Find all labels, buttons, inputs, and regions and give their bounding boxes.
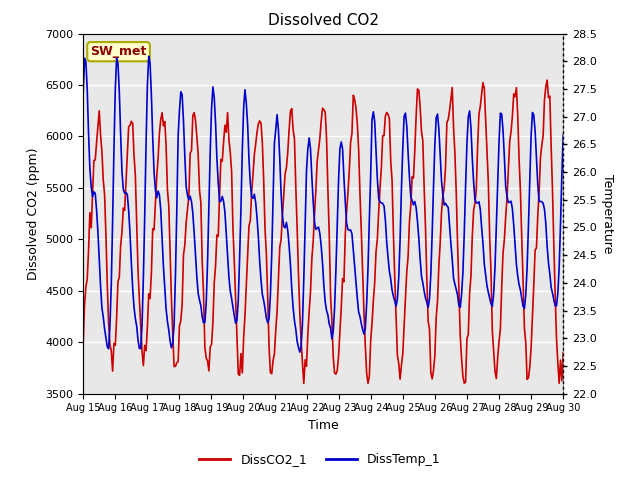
DissCO2_1: [300, 381, 308, 386]
DissTemp_1: [145, 53, 152, 59]
DissTemp_1: [138, 322, 146, 328]
X-axis label: Time: Time: [308, 419, 339, 432]
DissTemp_1: [296, 349, 303, 355]
DissTemp_1: [224, 254, 232, 260]
DissCO2_1: [138, 348, 146, 354]
DissTemp_1: [559, 132, 567, 138]
Y-axis label: Dissolved CO2 (ppm): Dissolved CO2 (ppm): [27, 147, 40, 280]
DissCO2_1: [534, 212, 541, 218]
DissTemp_1: [291, 318, 298, 324]
DissCO2_1: [223, 130, 230, 135]
DissTemp_1: [248, 194, 255, 200]
Legend: DissCO2_1, DissTemp_1: DissCO2_1, DissTemp_1: [194, 448, 446, 471]
DissCO2_1: [79, 341, 87, 347]
Line: DissCO2_1: DissCO2_1: [83, 80, 563, 384]
DissCO2_1: [559, 350, 567, 356]
DissCO2_1: [289, 127, 297, 133]
DissCO2_1: [239, 370, 246, 376]
Y-axis label: Temperature: Temperature: [601, 174, 614, 253]
Title: Dissolved CO2: Dissolved CO2: [268, 13, 379, 28]
DissTemp_1: [79, 90, 87, 96]
DissTemp_1: [240, 105, 248, 111]
Line: DissTemp_1: DissTemp_1: [83, 56, 563, 352]
DissTemp_1: [535, 199, 543, 204]
DissCO2_1: [543, 77, 551, 83]
Text: SW_met: SW_met: [90, 45, 147, 58]
DissCO2_1: [246, 218, 254, 224]
